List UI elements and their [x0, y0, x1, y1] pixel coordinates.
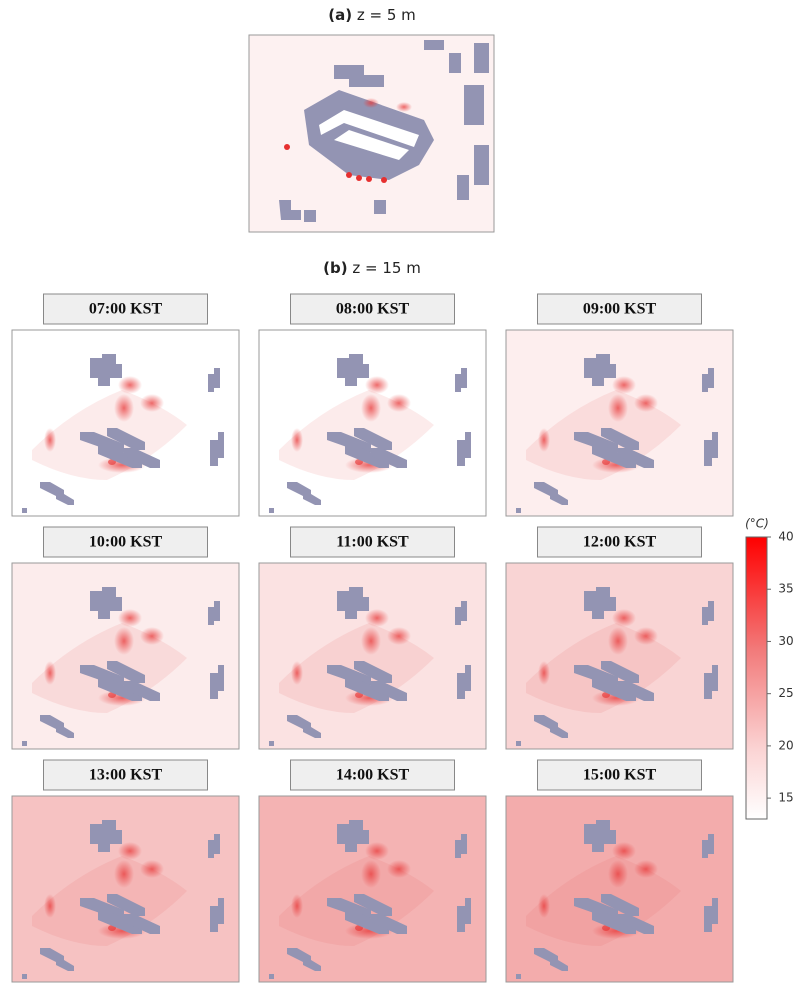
time-panel: 14:00 KST [258, 759, 487, 983]
time-label: 09:00 KST [583, 301, 657, 318]
time-label-box [537, 293, 702, 325]
time-label-box [43, 759, 208, 791]
panel-a-title: z = 5 m [357, 6, 416, 24]
time-label-box [290, 759, 455, 791]
time-label: 15:00 KST [583, 767, 657, 784]
time-panel: 09:00 KST [505, 293, 734, 517]
colorbar-tick-label: 25 [778, 686, 793, 700]
time-label-box [537, 759, 702, 791]
panel-a-label: (a) [328, 6, 352, 24]
colorbar-tick-label: 40 [778, 530, 793, 544]
time-label: 07:00 KST [89, 301, 163, 318]
time-label: 14:00 KST [336, 767, 410, 784]
time-label: 13:00 KST [89, 767, 163, 784]
colorbar-scale [745, 536, 768, 820]
time-label-box [290, 526, 455, 558]
panel-grid: 07:00 KST 08:00 KST 09:00 KST 10:00 KST 11:0… [11, 293, 734, 983]
panel-b-title: z = 15 m [352, 259, 420, 277]
time-panel: 12:00 KST [505, 526, 734, 750]
time-panel: 15:00 KST [505, 759, 734, 983]
time-label: 10:00 KST [89, 534, 163, 551]
panel-a [248, 34, 495, 233]
time-panel: 13:00 KST [11, 759, 240, 983]
time-label-box [43, 293, 208, 325]
time-label-box [537, 526, 702, 558]
colorbar-tick-label: 15 [778, 791, 793, 805]
colorbar-unit: (°C) [745, 517, 769, 531]
colorbar-tick-label: 30 [778, 634, 793, 648]
time-panel: 07:00 KST [11, 293, 240, 517]
time-label-box [290, 293, 455, 325]
time-label: 12:00 KST [583, 534, 657, 551]
time-label: 08:00 KST [336, 301, 410, 318]
time-label-box [43, 526, 208, 558]
time-panel: 10:00 KST [11, 526, 240, 750]
colorbar-tick-label: 35 [778, 582, 793, 596]
time-panel: 08:00 KST [258, 293, 487, 517]
colorbar-tick-label: 20 [778, 738, 793, 752]
time-label: 11:00 KST [336, 534, 409, 551]
panel-b-heading: (b) z = 15 m [323, 259, 421, 277]
time-panel: 11:00 KST [258, 526, 487, 750]
panel-b-label: (b) [323, 259, 347, 277]
panel-a-heading: (a) z = 5 m [328, 6, 416, 24]
colorbar: (°C) 15 20 25 30 35 40 [745, 517, 794, 820]
